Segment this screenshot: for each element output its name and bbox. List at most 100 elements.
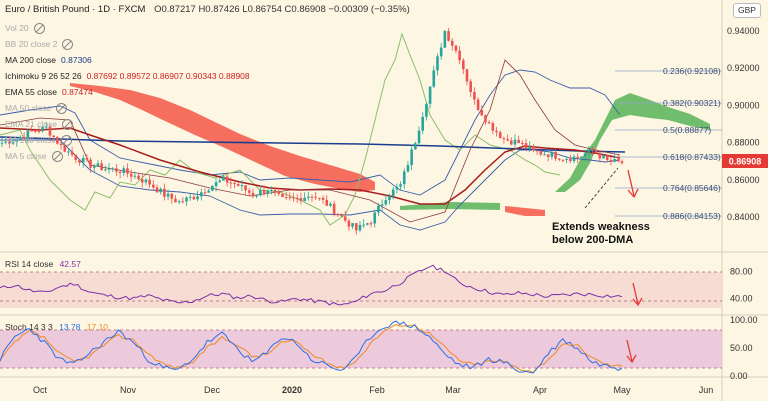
candle-body — [373, 212, 377, 224]
candle-body — [281, 193, 284, 198]
candle-body — [140, 179, 144, 183]
indicator-legend-row[interactable]: MA 5 close — [5, 148, 250, 164]
candle-body — [48, 126, 52, 136]
indicator-label: MA 50 close — [5, 103, 52, 113]
candle-body — [67, 151, 70, 153]
stoch-down-arrow — [626, 339, 637, 364]
indicator-label: MA 5 close — [5, 151, 47, 161]
candle-body — [491, 123, 495, 131]
candle-body — [170, 193, 174, 199]
last-price-label-box — [722, 154, 768, 168]
indicator-legend-row[interactable]: BB 20 close 2 — [5, 36, 250, 52]
candle-body — [155, 187, 159, 193]
candle-body — [509, 140, 513, 145]
indicator-legend-row[interactable]: MA 100 close — [5, 132, 250, 148]
candle-body — [11, 141, 15, 144]
annotation-line-1: Extends weakness — [552, 221, 650, 233]
visibility-slash-icon — [63, 40, 73, 49]
candle-body — [513, 139, 517, 145]
candle-body — [620, 161, 624, 164]
candle-body — [528, 146, 532, 149]
indicator-legend-row[interactable]: Ichimoku 9 26 52 26 0.87692 0.89572 0.869… — [5, 68, 250, 84]
candlestick-series — [0, 27, 624, 235]
candle-body — [41, 126, 44, 132]
price-tick-label: 0.84000 — [727, 212, 760, 222]
candle-body — [484, 115, 487, 123]
candle-body — [362, 224, 365, 226]
stoch-tick-label: 50.00 — [730, 343, 753, 353]
candle-body — [539, 151, 543, 155]
candle-body — [535, 150, 539, 152]
candle-body — [576, 156, 580, 158]
symbol-title[interactable]: Euro / British Pound · 1D · FXCM — [5, 4, 146, 15]
time-axis-ticks: Oct Nov Dec 2020 Feb Mar Apr May Jun — [33, 385, 713, 395]
candle-body — [214, 182, 218, 187]
candle-body — [532, 146, 535, 151]
candle-body — [218, 180, 222, 183]
fib-level-label: 0.886(0.84153) — [663, 211, 721, 221]
candle-body — [550, 151, 554, 157]
candle-body — [602, 155, 605, 159]
candle-body — [410, 149, 413, 166]
candle-body — [203, 192, 207, 194]
candle-body — [476, 99, 480, 110]
candle-body — [266, 190, 270, 194]
price-tick-label: 0.94000 — [727, 26, 760, 36]
candle-body — [137, 175, 140, 180]
rsi-axis-ticks: 80.00 40.00 — [730, 267, 753, 304]
visibility-slash-icon — [62, 136, 71, 145]
visibility-slash-icon — [57, 104, 67, 113]
candle-body — [351, 223, 354, 227]
candle-body — [259, 190, 262, 196]
rsi-arrow-shaft — [632, 282, 639, 305]
candle-body — [126, 168, 129, 174]
visibility-toggle-icon[interactable] — [62, 39, 74, 51]
candle-body — [554, 151, 557, 159]
stoch-legend[interactable]: Stoch 14 3 3 13.78 17.10 — [5, 322, 108, 332]
stoch-k-value: 13.78 — [59, 322, 81, 332]
candle-body — [395, 186, 399, 190]
candle-body — [59, 143, 63, 146]
candle-body — [443, 31, 447, 48]
candle-body — [436, 56, 439, 71]
candle-body — [148, 179, 151, 185]
candle-body — [81, 157, 85, 163]
candle-body — [303, 197, 306, 202]
candle-body — [30, 130, 33, 132]
candle-body — [56, 137, 59, 144]
candle-body — [598, 153, 602, 159]
candle-body — [107, 168, 111, 170]
currency-button[interactable]: GBP — [733, 3, 761, 18]
fib-lines — [615, 70, 722, 217]
candle-body — [177, 201, 181, 203]
visibility-toggle-icon[interactable] — [51, 151, 63, 163]
visibility-toggle-icon[interactable] — [33, 23, 45, 35]
candle-body — [52, 135, 55, 138]
indicator-legend-row[interactable]: EMA 55 close 0.87474 — [5, 84, 250, 100]
ma200-line — [0, 136, 626, 153]
stoch-tick-label: 100.00 — [730, 315, 758, 325]
visibility-toggle-icon[interactable] — [61, 119, 73, 131]
ichimoku-cloud-bullish-future — [555, 93, 710, 192]
indicator-legend-row[interactable]: EMA 21 close — [5, 116, 250, 132]
time-tick-label: 2020 — [282, 385, 302, 395]
candle-body — [15, 139, 19, 142]
candle-body — [524, 143, 528, 149]
time-tick-label: Nov — [120, 385, 137, 395]
candle-body — [240, 185, 244, 187]
candle-body — [44, 126, 48, 128]
rsi-arrow-head — [632, 297, 643, 307]
rsi-tick-label: 80.00 — [730, 267, 753, 277]
candle-body — [454, 45, 458, 51]
ichimoku-cloud-bearish-late — [505, 206, 545, 216]
visibility-toggle-icon[interactable] — [61, 135, 73, 147]
candle-body — [211, 186, 214, 191]
visibility-toggle-icon[interactable] — [56, 103, 68, 115]
rsi-legend[interactable]: RSI 14 close 42.57 — [5, 259, 81, 269]
indicator-legend-row[interactable]: MA 200 close 0.87306 — [5, 52, 250, 68]
indicator-legend-row[interactable]: Vol 20 — [5, 20, 250, 36]
candle-body — [414, 143, 417, 150]
indicator-legend-row[interactable]: MA 50 close — [5, 100, 250, 116]
chart-title-row: Euro / British Pound · 1D · FXCM O0.8721… — [5, 4, 410, 15]
